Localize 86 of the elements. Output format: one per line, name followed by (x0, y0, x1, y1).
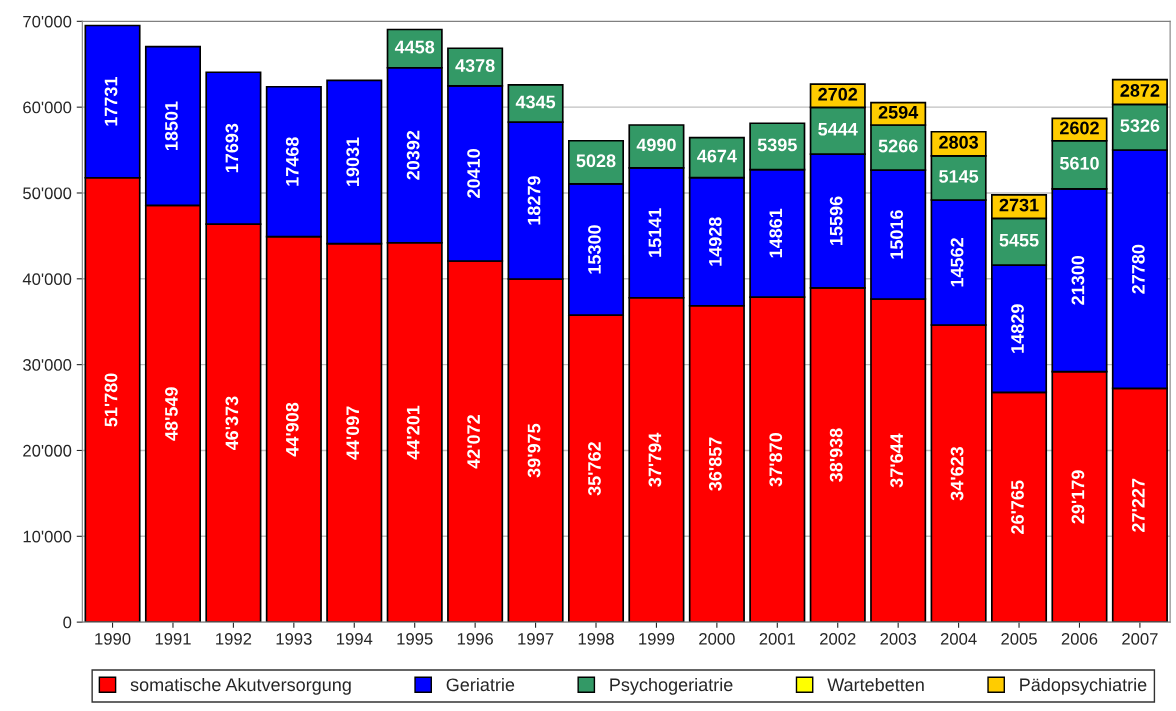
data-label: 36'857 (708, 437, 722, 491)
x-tick-label: 2006 (1061, 632, 1098, 645)
data-label: 2702 (818, 87, 858, 101)
data-label: 15596 (829, 196, 843, 245)
data-label: 5455 (999, 233, 1039, 247)
y-tick-label: 30'000 (23, 359, 72, 371)
x-tick-label: 1995 (397, 632, 433, 645)
legend-label: Geriatrie (446, 677, 515, 692)
data-label: 5028 (576, 154, 616, 168)
data-label: 34'623 (950, 446, 964, 501)
y-tick-label: 20'000 (23, 444, 72, 457)
data-label: 4674 (697, 149, 737, 163)
x-tick-label: 1996 (457, 632, 493, 645)
data-label: 20410 (467, 149, 480, 198)
x-tick-label: 1993 (276, 632, 312, 645)
data-label: 4990 (636, 138, 676, 152)
legend-label: Wartebetten (827, 677, 924, 692)
data-label: 46'373 (225, 396, 239, 451)
data-label: 37'794 (648, 432, 662, 487)
x-tick-label: 2005 (1001, 632, 1037, 645)
data-label: 15141 (648, 208, 662, 257)
x-tick-label: 2007 (1122, 632, 1158, 645)
data-label: 5145 (939, 170, 979, 183)
data-label: 4378 (455, 59, 495, 72)
data-label: 44'097 (346, 406, 360, 460)
data-label: 5326 (1120, 119, 1160, 133)
y-tick-label: 0 (63, 616, 72, 629)
data-label: 17693 (225, 123, 239, 173)
data-label: 2872 (1120, 84, 1160, 97)
data-label: 5610 (1059, 156, 1099, 170)
data-label: 44'908 (285, 402, 299, 457)
x-tick-label: 2001 (759, 632, 796, 645)
data-label: 27780 (1131, 244, 1145, 294)
data-label: 5444 (818, 122, 858, 136)
y-tick-label: 40'000 (22, 273, 72, 286)
x-tick-label: 2000 (699, 632, 735, 645)
x-tick-label: 2003 (880, 632, 916, 645)
data-label: 42'072 (467, 415, 480, 469)
data-label: 37'870 (769, 433, 783, 487)
data-label: 15300 (588, 225, 601, 274)
data-label: 29'179 (1071, 470, 1085, 524)
x-tick-label: 1999 (639, 632, 675, 645)
data-label: 20392 (406, 130, 420, 180)
data-label: 15016 (890, 210, 904, 259)
x-tick-label: 1994 (337, 632, 373, 645)
legend-label: Pädopsychiatrie (1020, 677, 1147, 695)
data-label: 14562 (950, 238, 964, 287)
data-label: 4458 (394, 40, 435, 54)
x-tick-label: 1990 (95, 632, 131, 645)
data-label: 14829 (1011, 304, 1024, 353)
y-tick-label: 10'000 (23, 530, 72, 543)
data-label: 37'644 (890, 433, 904, 488)
data-label: 19031 (346, 137, 360, 186)
data-label: 2594 (878, 105, 919, 119)
legend-label: Psychogeriatrie (610, 677, 733, 695)
data-label: 5395 (757, 138, 797, 152)
data-label: 5266 (878, 139, 918, 153)
data-label: 35'762 (588, 442, 601, 496)
data-label: 38'938 (829, 428, 843, 482)
data-label: 39'975 (527, 423, 541, 478)
data-label: 51'780 (104, 373, 118, 427)
x-tick-label: 1998 (578, 632, 614, 645)
data-label: 2731 (999, 198, 1039, 212)
data-label: 18501 (165, 101, 178, 151)
data-label: 17468 (285, 137, 299, 186)
data-label: 4345 (515, 95, 556, 109)
legend-label: somatische Akutversorgung (130, 677, 351, 695)
data-label: 14861 (769, 208, 783, 258)
x-tick-label: 1997 (518, 632, 554, 645)
x-tick-label: 2002 (820, 632, 856, 645)
data-label: 21300 (1071, 255, 1085, 305)
y-tick-label: 70'000 (23, 15, 72, 28)
data-label: 2602 (1060, 121, 1099, 135)
data-label: 48'549 (165, 387, 178, 441)
data-label: 26'765 (1011, 480, 1024, 534)
data-label: 44'201 (406, 405, 420, 460)
x-tick-label: 1992 (216, 632, 252, 645)
data-label: 18279 (527, 176, 541, 225)
data-label: 17731 (104, 77, 118, 126)
x-tick-label: 1991 (155, 632, 191, 645)
y-tick-label: 60'000 (23, 101, 72, 114)
x-tick-label: 2004 (940, 632, 977, 645)
data-label: 14928 (708, 217, 722, 266)
y-tick-label: 50'000 (23, 187, 72, 200)
data-label: 2803 (939, 135, 979, 149)
data-label: 27'227 (1131, 478, 1145, 532)
